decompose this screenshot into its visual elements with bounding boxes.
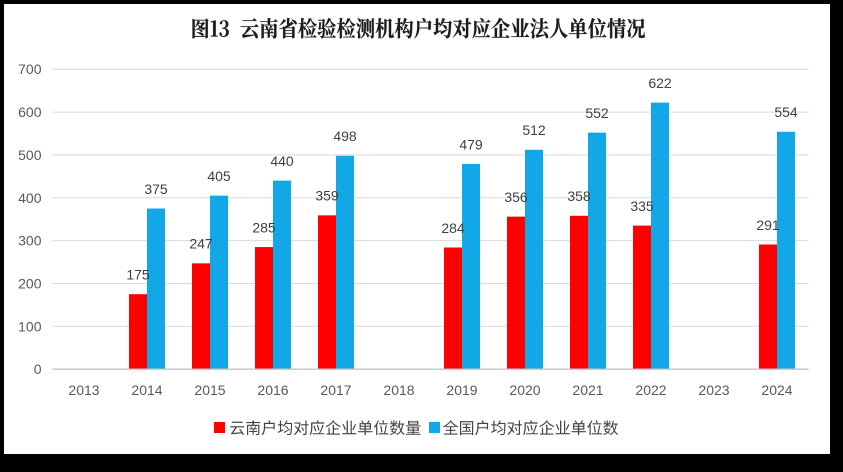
svg-text:2016: 2016: [257, 382, 288, 398]
svg-text:2021: 2021: [572, 382, 603, 398]
svg-text:247: 247: [189, 236, 213, 252]
svg-text:2015: 2015: [194, 382, 225, 398]
svg-text:284: 284: [441, 220, 465, 236]
svg-text:175: 175: [126, 267, 150, 283]
svg-text:2022: 2022: [635, 382, 666, 398]
svg-text:2024: 2024: [761, 382, 792, 398]
svg-text:2017: 2017: [320, 382, 351, 398]
svg-text:554: 554: [774, 104, 798, 120]
svg-text:512: 512: [522, 122, 546, 138]
svg-text:2013: 2013: [68, 382, 99, 398]
svg-text:440: 440: [270, 153, 294, 169]
svg-text:359: 359: [315, 188, 339, 204]
svg-text:2023: 2023: [698, 382, 729, 398]
svg-text:2020: 2020: [509, 382, 540, 398]
svg-text:2019: 2019: [446, 382, 477, 398]
svg-text:2018: 2018: [383, 382, 414, 398]
svg-text:100: 100: [18, 318, 42, 334]
svg-text:335: 335: [630, 198, 654, 214]
svg-text:405: 405: [207, 168, 231, 184]
svg-text:479: 479: [459, 136, 483, 152]
svg-text:291: 291: [756, 217, 780, 233]
svg-text:356: 356: [504, 189, 528, 205]
svg-text:375: 375: [144, 181, 168, 197]
svg-text:2014: 2014: [131, 382, 162, 398]
svg-text:600: 600: [18, 104, 42, 120]
svg-text:700: 700: [18, 61, 42, 77]
svg-text:200: 200: [18, 276, 42, 292]
svg-text:0: 0: [34, 361, 42, 377]
svg-text:552: 552: [585, 105, 609, 121]
svg-text:498: 498: [333, 128, 357, 144]
svg-text:285: 285: [252, 220, 276, 236]
svg-text:400: 400: [18, 190, 42, 206]
svg-text:622: 622: [648, 75, 672, 91]
svg-text:500: 500: [18, 147, 42, 163]
svg-text:300: 300: [18, 233, 42, 249]
svg-text:358: 358: [567, 188, 591, 204]
